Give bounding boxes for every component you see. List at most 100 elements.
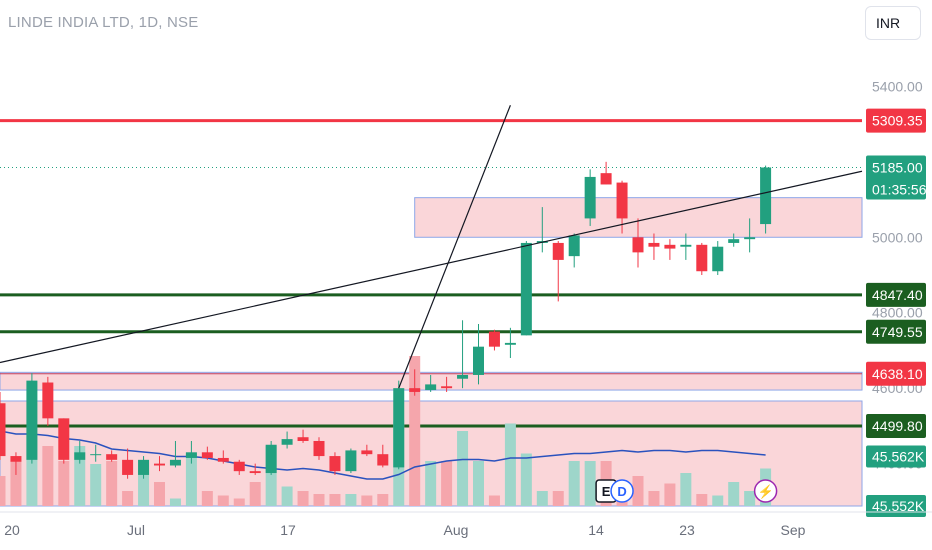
candle-body — [441, 386, 453, 389]
candle-body — [425, 384, 437, 391]
time-axis-tick-label: 23 — [679, 522, 695, 538]
volume-bar — [10, 461, 22, 506]
candle-body — [249, 471, 261, 474]
time-axis[interactable]: 20 Jul 17 Aug 14 23 Sep — [0, 511, 932, 538]
volume-bar — [90, 464, 102, 506]
candle-body — [233, 461, 245, 472]
volume-bar — [26, 435, 38, 506]
price-axis-tick-label: 4800.00 — [872, 305, 923, 321]
candle-body — [154, 463, 165, 466]
candle-body — [616, 182, 628, 219]
level-price-tag: 4749.55 — [872, 324, 923, 340]
volume-bar — [473, 461, 484, 506]
candle-body — [185, 452, 197, 458]
candle-body — [712, 246, 724, 272]
trendline — [0, 170, 863, 364]
candle-body — [138, 459, 150, 475]
candle-body — [504, 342, 516, 345]
volume-bar — [712, 495, 724, 506]
volume-bar — [281, 486, 293, 506]
volume-bar — [249, 482, 261, 506]
volume-bar — [138, 470, 150, 506]
level-price-tag: 4847.40 — [872, 287, 923, 303]
volume-bar — [74, 446, 86, 506]
candle-body — [265, 444, 277, 474]
volume-bar — [632, 476, 644, 506]
volume-bar — [154, 482, 165, 506]
volume-bar — [233, 498, 245, 506]
candle-body — [664, 244, 676, 249]
volume-bar — [265, 446, 277, 506]
volume-bar — [42, 446, 54, 506]
candle-body — [393, 388, 405, 468]
volume-bar — [122, 491, 134, 506]
candle-body — [520, 242, 532, 336]
volume-bar — [584, 461, 596, 506]
candle-body — [10, 456, 22, 462]
time-axis-tick-label: 14 — [588, 522, 604, 538]
candle-body — [26, 380, 38, 460]
split-event-label: ⚡ — [758, 484, 774, 500]
candle-body — [632, 237, 644, 253]
level-price-tag: 4499.80 — [872, 418, 923, 434]
events-layer: E D ⚡ — [595, 479, 778, 503]
volume-bar — [680, 473, 692, 506]
split-event-marker — [753, 479, 778, 503]
time-axis-tick-label: 20 — [4, 522, 20, 538]
volume-bar — [504, 423, 516, 506]
volume-bar — [217, 495, 229, 506]
candle-body — [696, 244, 708, 272]
candle-body — [169, 459, 181, 466]
candle-body — [552, 242, 564, 260]
currency-selector[interactable]: INR — [865, 6, 921, 40]
time-axis-tick-label: Sep — [781, 522, 806, 538]
volume-bar — [744, 491, 756, 506]
level-price-tag-bg — [866, 319, 926, 344]
candle-body — [473, 346, 484, 375]
time-axis-tick-label: 17 — [280, 522, 296, 538]
level-price-tag-bg — [866, 361, 926, 386]
candle-body — [329, 456, 341, 472]
volume-bar — [169, 498, 181, 506]
volume-bar — [441, 461, 453, 506]
level-price-tag: 4638.10 — [872, 366, 923, 382]
level-price-tag-bg — [866, 413, 926, 438]
candle-body — [90, 454, 102, 456]
volume-bar — [664, 483, 676, 506]
last-price-tag-bg — [866, 155, 926, 200]
candle-body — [122, 459, 134, 475]
volume-bar — [696, 494, 708, 506]
candle-body — [0, 403, 6, 457]
candle-body — [345, 450, 357, 472]
volume-bar — [185, 453, 197, 506]
volume-bar — [329, 494, 341, 506]
volume-bar — [520, 453, 532, 506]
candle-body — [297, 437, 309, 441]
candle-body — [488, 331, 500, 347]
volume-value-tag: 45.562K — [872, 449, 925, 465]
level-price-tag-bg — [866, 108, 926, 133]
time-axis-tick-label: Jul — [127, 522, 145, 538]
volume-bar — [568, 461, 580, 506]
candle-body — [201, 452, 213, 458]
dividend-event-marker — [610, 479, 634, 503]
volume-bar — [345, 494, 357, 506]
volume-bar — [377, 494, 389, 506]
volume-bar — [728, 482, 740, 506]
countdown-label: 01:35:56 — [872, 181, 927, 197]
volume-value-tag-bg — [866, 445, 926, 468]
time-axis-tick-label: Aug — [444, 522, 469, 538]
candle-body — [457, 374, 469, 379]
level-price-tag-bg — [866, 282, 926, 307]
volume-bar — [58, 461, 70, 506]
candle-body — [680, 244, 692, 247]
horizontal-levels-layer — [0, 119, 862, 428]
last-price-tag: 5185.00 — [872, 159, 923, 175]
volume-bar — [201, 491, 213, 506]
volume-bar — [536, 491, 548, 506]
candle-body — [42, 382, 54, 419]
volume-bar — [409, 356, 421, 506]
candle-body — [584, 176, 596, 219]
